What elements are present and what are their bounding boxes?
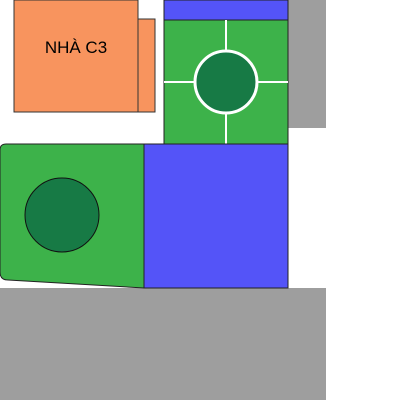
road-right-top — [288, 0, 326, 128]
road-bottom — [0, 288, 326, 400]
tree-top — [193, 49, 259, 115]
tree-left — [24, 177, 100, 253]
building-c3 — [13, 0, 139, 113]
building-c3-label: NHÀ C3 — [44, 38, 108, 57]
building-c3-annex — [137, 18, 156, 113]
blue-area-bottom — [143, 143, 289, 289]
blue-area-top — [163, 0, 289, 21]
